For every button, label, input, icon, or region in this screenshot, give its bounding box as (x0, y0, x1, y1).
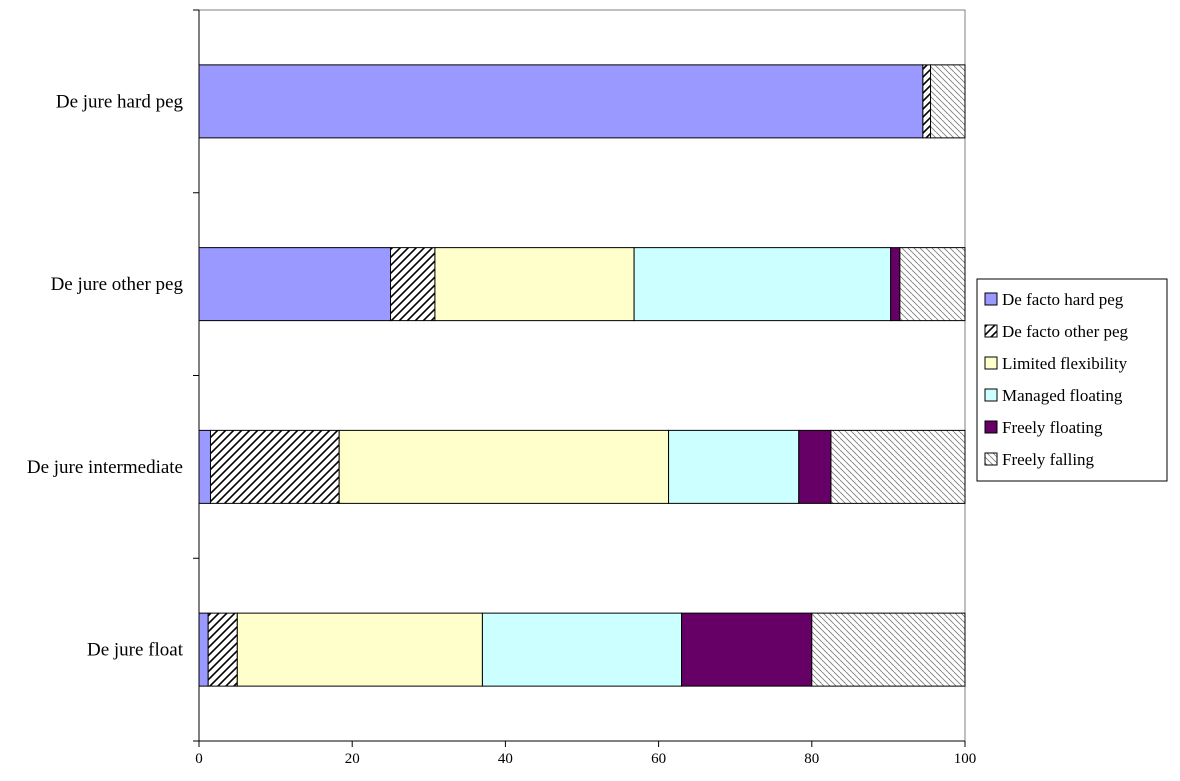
legend-label-freely-floating: Freely floating (1002, 418, 1103, 437)
bar-de-jure-intermediate-limited-flexibility (338, 429, 670, 504)
legend-label-de-facto-other-peg: De facto other peg (1002, 322, 1129, 341)
x-tick-label: 100 (954, 751, 977, 767)
bar-de-jure-float-de-facto-other-peg (207, 612, 238, 687)
bar-de-jure-other-peg-managed-floating (633, 247, 892, 322)
bar-de-jure-float-freely-falling (811, 612, 966, 687)
bar-de-jure-float-freely-floating (681, 612, 813, 687)
category-label: De jure other peg (51, 274, 184, 295)
x-tick-label: 0 (195, 751, 203, 767)
bar-de-jure-intermediate-managed-floating (668, 429, 800, 504)
bar-de-jure-float-managed-floating (481, 612, 683, 687)
legend-label-limited-flexibility: Limited flexibility (1002, 354, 1128, 373)
bar-de-jure-hard-peg-freely-falling (930, 64, 966, 139)
x-tick-label: 20 (345, 751, 360, 767)
bar-de-jure-hard-peg-de-facto-hard-peg (198, 64, 924, 139)
legend-box (976, 278, 1168, 482)
bar-de-jure-other-peg-freely-floating (890, 247, 901, 322)
category-label: De jure float (87, 640, 184, 661)
x-tick-label: 60 (651, 751, 666, 767)
bar-de-jure-intermediate-freely-floating (798, 429, 832, 504)
bar-de-jure-intermediate-de-facto-hard-peg (198, 429, 211, 504)
bar-de-jure-hard-peg-de-facto-other-peg (922, 64, 932, 139)
bar-de-jure-other-peg-freely-falling (899, 247, 966, 322)
category-label: De jure intermediate (27, 457, 183, 478)
axes-layer: De jure hard peg De jure other peg De jure… (27, 9, 977, 767)
bar-de-jure-other-peg-de-facto-hard-peg (198, 247, 391, 322)
bars-layer (198, 64, 966, 687)
bar-de-jure-other-peg-limited-flexibility (434, 247, 635, 322)
legend-swatch-managed-floating (984, 388, 998, 402)
legend-label-de-facto-hard-peg: De facto hard peg (1002, 290, 1124, 309)
bar-de-jure-float-limited-flexibility (236, 612, 483, 687)
legend-label-freely-falling: Freely falling (1002, 450, 1095, 469)
bar-de-jure-float-de-facto-hard-peg (198, 612, 209, 687)
bar-de-jure-other-peg-de-facto-other-peg (390, 247, 436, 322)
legend-label-managed-floating: Managed floating (1002, 386, 1123, 405)
legend: De facto hard peg De facto other peg Limit… (976, 278, 1168, 482)
legend-swatch-de-facto-other-peg (984, 324, 998, 338)
x-tick-label: 80 (804, 751, 819, 767)
bar-de-jure-intermediate-de-facto-other-peg (209, 429, 340, 504)
legend-swatch-freely-falling (984, 452, 998, 466)
legend-swatch-freely-floating (984, 420, 998, 434)
legend-swatch-de-facto-hard-peg (984, 292, 998, 306)
bar-de-jure-intermediate-freely-falling (830, 429, 966, 504)
category-label: De jure hard peg (56, 91, 184, 112)
legend-swatch-limited-flexibility (984, 356, 998, 370)
x-tick-label: 40 (498, 751, 513, 767)
